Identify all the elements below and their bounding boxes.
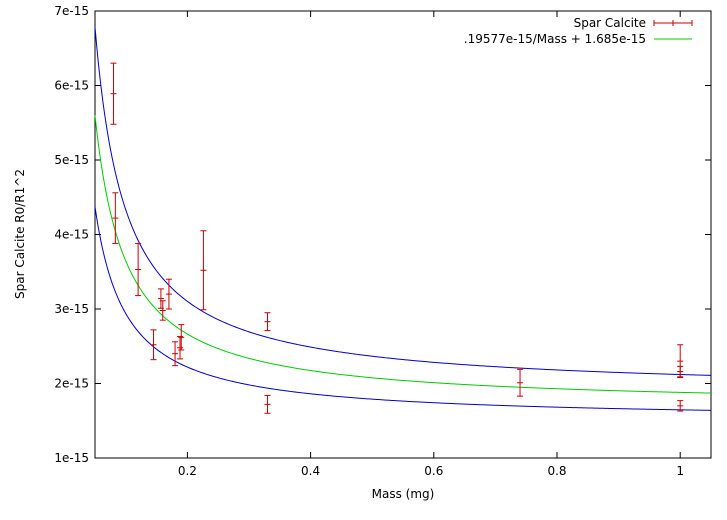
- x-tick-label: 0.4: [301, 464, 320, 478]
- y-tick-label: 4e-15: [54, 228, 89, 242]
- data-point: [677, 365, 684, 378]
- data-point: [177, 336, 184, 360]
- data-point: [677, 400, 684, 412]
- x-tick-label: 1: [676, 464, 684, 478]
- y-tick-label: 1e-15: [54, 451, 89, 465]
- data-point: [150, 329, 157, 361]
- data-points: [110, 62, 684, 414]
- legend-item: .19577e-15/Mass + 1.685e-15: [464, 32, 692, 46]
- data-point: [264, 394, 271, 414]
- x-tick-label: 0.6: [424, 464, 443, 478]
- legend-item: Spar Calcite: [574, 16, 693, 30]
- legend: Spar Calcite .19577e-15/Mass + 1.685e-15: [464, 16, 693, 46]
- y-axis-label: Spar Calcite R0/R1^2: [13, 169, 27, 299]
- data-point: [172, 341, 179, 367]
- legend-label: Spar Calcite: [574, 16, 646, 30]
- x-axis: 0.2 0.4 0.6 0.8 1: [178, 11, 684, 478]
- y-tick-label: 6e-15: [54, 79, 89, 93]
- data-point: [200, 230, 207, 311]
- data-point: [165, 278, 172, 310]
- data-point: [110, 62, 117, 125]
- x-tick-label: 0.8: [547, 464, 566, 478]
- x-axis-label: Mass (mg): [372, 487, 435, 501]
- data-point: [178, 324, 185, 351]
- data-point: [264, 312, 271, 332]
- fit-curves: [94, 26, 712, 411]
- fit-curve: [94, 115, 712, 394]
- bound-curve: [94, 26, 712, 376]
- data-point: [159, 300, 166, 321]
- y-tick-label: 7e-15: [54, 4, 89, 18]
- bound-curve: [94, 206, 712, 411]
- y-tick-label: 3e-15: [54, 302, 89, 316]
- x-tick-label: 0.2: [178, 464, 197, 478]
- y-tick-label: 2e-15: [54, 377, 89, 391]
- y-tick-label: 5e-15: [54, 153, 89, 167]
- data-point: [135, 242, 142, 297]
- data-point: [112, 192, 119, 244]
- data-point: [517, 368, 524, 397]
- legend-label: .19577e-15/Mass + 1.685e-15: [464, 32, 646, 46]
- y-axis: 1e-15 2e-15 3e-15 4e-15 5e-15 6e-15 7e-15: [54, 4, 711, 465]
